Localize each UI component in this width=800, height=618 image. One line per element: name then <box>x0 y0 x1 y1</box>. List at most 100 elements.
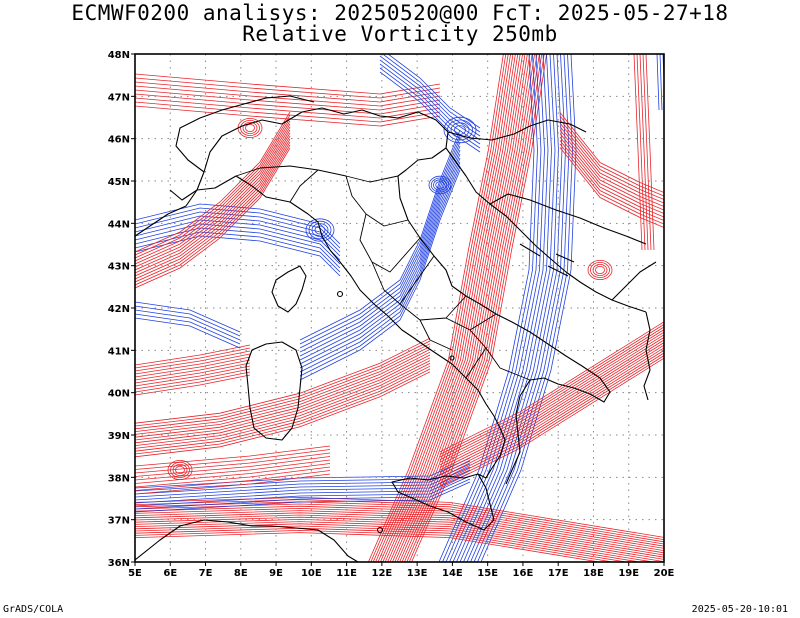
malta-island <box>376 526 384 534</box>
positive-vorticity-contour <box>135 362 251 384</box>
negative-vorticity-contour <box>135 475 471 507</box>
lat-tick-label: 45N <box>108 177 130 188</box>
positive-vorticity-contour <box>439 331 664 463</box>
negative-vorticity-contour <box>442 54 538 562</box>
positive-vorticity-contour <box>439 321 664 453</box>
positive-vorticity-contour <box>135 77 441 99</box>
negative-vorticity-contour <box>463 54 559 562</box>
positive-vorticity-contour <box>135 349 431 435</box>
negative-vorticity-eddy <box>447 119 473 141</box>
negative-vorticity-contour <box>299 141 461 353</box>
positive-vorticity-contour <box>135 512 664 554</box>
negative-vorticity-contour <box>656 54 660 111</box>
positive-vorticity-contour <box>135 117 291 259</box>
positive-vorticity-contour <box>439 342 664 473</box>
positive-vorticity-contour <box>439 334 664 466</box>
negative-vorticity-contour <box>135 313 241 345</box>
italy-west-coast <box>196 175 506 479</box>
lon-tick-label: 14E <box>442 568 463 579</box>
positive-vorticity-eddy <box>172 463 188 476</box>
negative-vorticity-contour <box>135 478 471 510</box>
negative-vorticity-contour <box>379 55 481 137</box>
lon-tick-label: 17E <box>548 568 569 579</box>
positive-vorticity-contour <box>559 143 664 225</box>
positive-vorticity-contour <box>135 360 431 446</box>
negative-vorticity-contour <box>449 54 545 562</box>
positive-vorticity-contour <box>439 357 664 489</box>
negative-vorticity-eddy <box>443 116 477 144</box>
positive-vorticity-contour <box>135 368 251 390</box>
negative-vorticity-contour <box>135 207 341 249</box>
negative-vorticity-contour <box>456 54 552 562</box>
positive-vorticity-contour <box>135 343 431 430</box>
positive-vorticity-contour <box>135 514 664 556</box>
positive-vorticity-contour <box>396 54 533 562</box>
negative-vorticity-contour <box>299 133 461 345</box>
lon-tick-label: 19E <box>618 568 639 579</box>
negative-vorticity-eddy <box>314 225 326 235</box>
positive-vorticity-contour <box>135 357 431 444</box>
positive-vorticity-contour <box>439 355 664 486</box>
balkan-borders <box>447 119 657 301</box>
map-subtitle: Relative Vorticity 250mb <box>242 22 558 46</box>
positive-vorticity-contour <box>135 120 291 262</box>
negative-vorticity-contour <box>135 301 241 333</box>
negative-vorticity-contour <box>379 63 481 145</box>
lat-tick-label: 46N <box>108 135 130 146</box>
positive-vorticity-contour <box>135 356 251 378</box>
positive-vorticity-contour <box>135 138 291 280</box>
north-africa-coast <box>135 519 359 562</box>
vorticity-contours <box>135 54 664 562</box>
positive-vorticity-contour <box>135 351 431 438</box>
map-title: ECMWF0200 analisys: 20250520@00 FcT: 202… <box>71 1 729 25</box>
positive-vorticity-eddy <box>587 259 613 280</box>
positive-vorticity-contour <box>135 470 331 491</box>
negative-vorticity-contour <box>299 165 461 377</box>
positive-vorticity-contour <box>439 326 664 458</box>
positive-vorticity-contour <box>135 350 251 372</box>
lon-tick-label: 20E <box>654 568 675 579</box>
positive-vorticity-contour <box>135 340 431 427</box>
positive-vorticity-contour <box>135 449 331 470</box>
positive-vorticity-contour <box>135 353 251 375</box>
negative-vorticity-contour <box>135 227 341 269</box>
positive-vorticity-contour <box>135 507 664 549</box>
negative-vorticity-contour <box>299 153 461 365</box>
positive-vorticity-contour <box>135 510 664 551</box>
positive-vorticity-contour <box>135 505 664 547</box>
lat-tick-label: 39N <box>108 431 130 442</box>
negative-vorticity-contour <box>135 219 341 261</box>
positive-vorticity-contour <box>135 347 251 369</box>
positive-vorticity-contour <box>135 445 331 467</box>
positive-vorticity-contour <box>135 346 431 432</box>
positive-vorticity-contour <box>645 54 655 251</box>
negative-vorticity-contour <box>135 309 241 341</box>
negative-vorticity-contour <box>459 54 556 562</box>
positive-vorticity-contour <box>439 339 664 471</box>
positive-vorticity-eddy <box>590 261 610 278</box>
positive-vorticity-contour <box>439 337 664 468</box>
lon-tick-label: 10E <box>301 568 322 579</box>
negative-vorticity-contour <box>445 54 542 562</box>
lat-tick-label: 47N <box>108 92 130 103</box>
positive-vorticity-eddy <box>175 465 185 474</box>
negative-vorticity-contour <box>382 54 481 133</box>
positive-vorticity-eddy <box>240 120 260 137</box>
positive-vorticity-contour <box>135 85 441 107</box>
sardinia <box>245 341 303 441</box>
positive-vorticity-contour <box>135 359 251 381</box>
positive-vorticity-contour <box>135 529 616 562</box>
croatian-islands <box>519 243 575 277</box>
lat-tick-label: 48N <box>108 50 130 61</box>
adriatic-east-coast <box>445 147 647 313</box>
lon-tick-label: 9E <box>269 568 283 579</box>
albania-coast <box>643 311 651 401</box>
positive-vorticity-contour <box>135 473 331 495</box>
negative-vorticity-eddy <box>435 181 445 189</box>
positive-vorticity-contour <box>135 521 664 562</box>
positive-vorticity-contour <box>642 54 652 251</box>
positive-vorticity-eddy <box>167 459 193 480</box>
negative-vorticity-contour <box>135 231 341 273</box>
positive-vorticity-eddy <box>595 265 605 274</box>
positive-vorticity-contour <box>135 459 331 481</box>
